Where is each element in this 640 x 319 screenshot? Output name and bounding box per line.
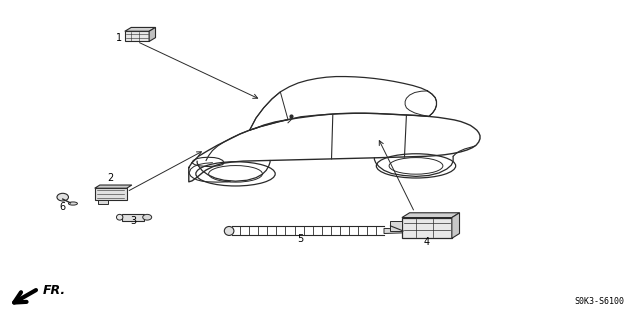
Text: 5: 5 <box>298 234 304 244</box>
Polygon shape <box>95 188 127 200</box>
Text: 3: 3 <box>130 216 136 226</box>
Polygon shape <box>98 200 108 204</box>
Ellipse shape <box>116 214 123 220</box>
Polygon shape <box>125 27 156 31</box>
Polygon shape <box>95 185 132 188</box>
Text: 2: 2 <box>108 173 114 183</box>
Polygon shape <box>452 213 460 238</box>
Text: 4: 4 <box>424 237 430 247</box>
Text: 6: 6 <box>60 202 66 212</box>
Text: 1: 1 <box>115 33 122 43</box>
Text: FR.: FR. <box>42 284 65 297</box>
Polygon shape <box>122 214 144 221</box>
Ellipse shape <box>225 226 234 235</box>
Polygon shape <box>402 213 460 218</box>
Polygon shape <box>402 218 452 238</box>
Ellipse shape <box>143 214 152 220</box>
Polygon shape <box>384 228 403 234</box>
Polygon shape <box>149 27 156 41</box>
Ellipse shape <box>57 193 68 201</box>
Text: S0K3-S6100: S0K3-S6100 <box>574 297 624 306</box>
Polygon shape <box>125 31 149 41</box>
Polygon shape <box>390 221 402 231</box>
Ellipse shape <box>68 202 77 205</box>
